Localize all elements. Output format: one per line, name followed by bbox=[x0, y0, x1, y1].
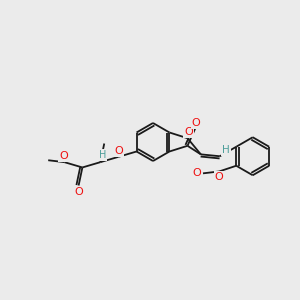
Text: O: O bbox=[192, 118, 200, 128]
Text: H: H bbox=[222, 145, 230, 155]
Text: O: O bbox=[59, 151, 68, 161]
Text: O: O bbox=[114, 146, 123, 156]
Text: O: O bbox=[74, 187, 83, 196]
Text: O: O bbox=[215, 172, 224, 182]
Text: H: H bbox=[99, 150, 106, 160]
Text: O: O bbox=[184, 127, 193, 137]
Text: O: O bbox=[193, 168, 201, 178]
